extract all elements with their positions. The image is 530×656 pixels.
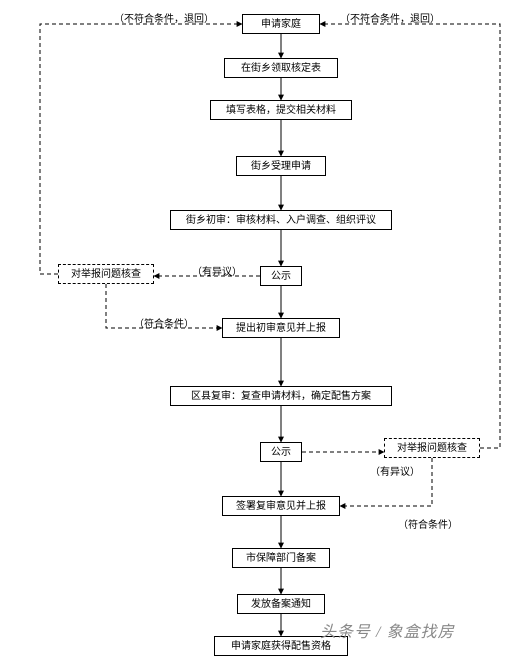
flow-node-n5: 公示: [260, 266, 302, 286]
flow-node-n9: 公示: [260, 442, 302, 462]
flow-annotation-l_obj2: （有异议）: [370, 463, 420, 478]
flow-edge-d_rejR: [320, 24, 500, 448]
flow-node-label: 签署复审意见并上报: [236, 500, 326, 513]
flow-annotation-l_cond1: （符合条件）: [134, 315, 194, 330]
flow-node-label: 公示: [271, 446, 291, 459]
flow-node-label: 填写表格，提交相关材料: [226, 104, 336, 117]
flow-node-label: 对举报问题核查: [397, 442, 467, 455]
flow-node-label: 街乡受理申请: [251, 160, 311, 173]
flow-node-label: 街乡初审：审核材料、入户调查、组织评议: [186, 214, 376, 227]
flow-node-n6: 对举报问题核查: [58, 264, 154, 284]
flow-edge-d_rejL: [40, 24, 242, 274]
flow-node-n3: 街乡受理申请: [236, 156, 326, 176]
flow-node-label: 市保障部门备案: [246, 552, 316, 565]
flow-node-n11: 签署复审意见并上报: [222, 496, 340, 516]
flow-node-n0: 申请家庭: [242, 14, 320, 34]
flow-annotation-l_obj1: （有异议）: [192, 263, 242, 278]
flow-annotation-l_cond2: （符合条件）: [398, 516, 458, 531]
flow-node-label: 对举报问题核查: [71, 268, 141, 281]
flow-node-n7: 提出初审意见并上报: [222, 318, 340, 338]
flow-node-label: 公示: [271, 270, 291, 283]
flow-node-label: 发放备案通知: [251, 598, 311, 611]
flow-annotation-l_rej_right: （不符合条件，退回）: [340, 10, 440, 25]
flow-node-n12: 市保障部门备案: [232, 548, 330, 568]
flow-annotation-l_rej_left: （不符合条件，退回）: [114, 10, 214, 25]
flow-node-n8: 区县复审：复查申请材料，确定配售方案: [170, 386, 392, 406]
flow-node-label: 在街乡领取核定表: [241, 62, 321, 75]
watermark: 头条号 / 象盒找房: [320, 618, 454, 642]
flow-node-n13: 发放备案通知: [237, 594, 325, 614]
flow-node-n2: 填写表格，提交相关材料: [210, 100, 352, 120]
flow-node-label: 申请家庭: [261, 18, 301, 31]
flow-node-n1: 在街乡领取核定表: [224, 58, 338, 78]
flow-node-n10: 对举报问题核查: [384, 438, 480, 458]
flow-node-label: 提出初审意见并上报: [236, 322, 326, 335]
flow-node-label: 区县复审：复查申请材料，确定配售方案: [191, 390, 371, 403]
flow-node-n4: 街乡初审：审核材料、入户调查、组织评议: [170, 210, 392, 230]
